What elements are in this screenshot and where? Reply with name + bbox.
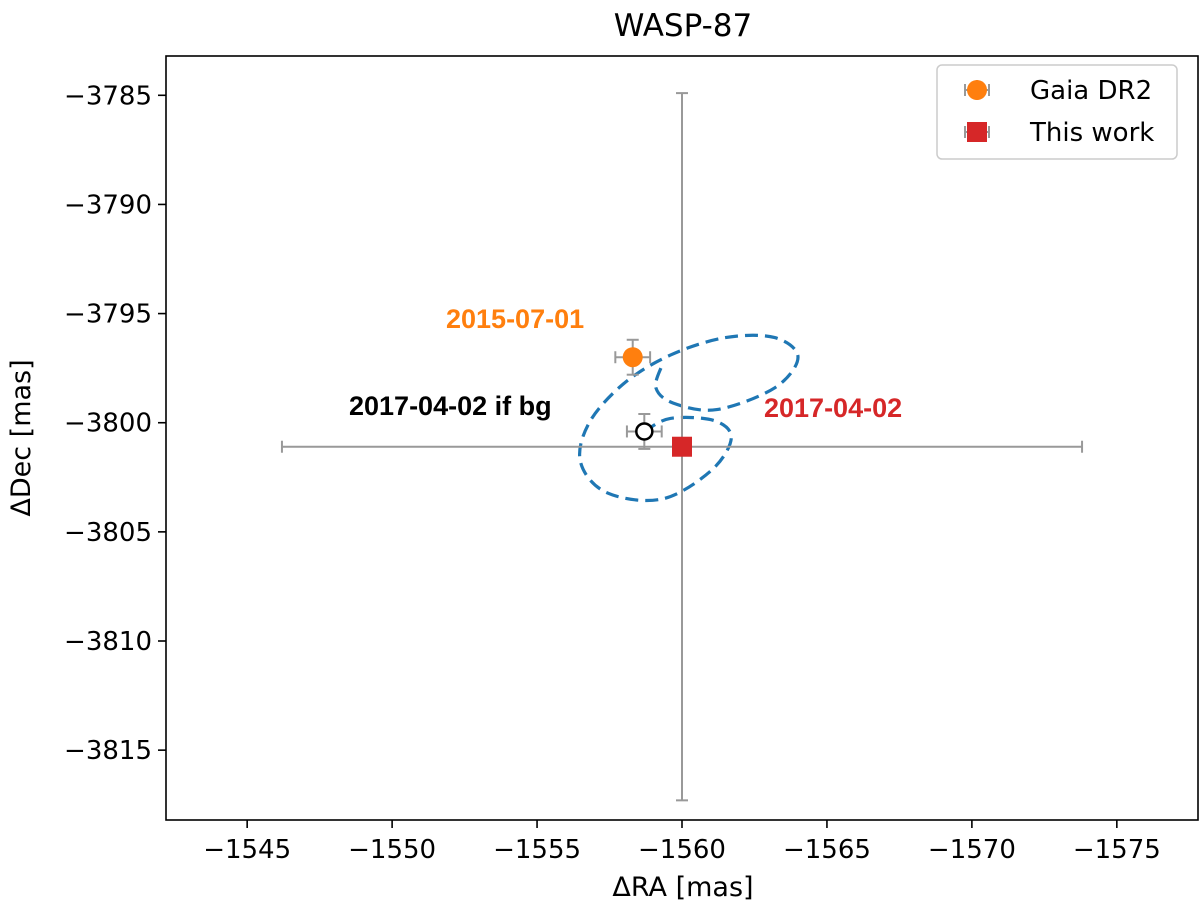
legend-this-work-marker (967, 122, 987, 142)
legend-item-this-work: This work (964, 118, 1154, 148)
x-tick-label: −1565 (783, 835, 871, 865)
y-tick-label: −3815 (64, 736, 152, 766)
y-axis-ticks: −3785 −3790 −3795 −3800 −3805 −3810 −3815 (64, 81, 166, 766)
y-tick-label: −3810 (64, 627, 152, 657)
chart-title: WASP-87 (614, 8, 753, 44)
background-track-layer (578, 333, 800, 503)
annotation-gaia-date: 2015-07-01 (446, 304, 584, 334)
y-tick-label: −3800 (64, 409, 152, 439)
x-tick-label: −1550 (348, 835, 436, 865)
legend-this-work-label: This work (1029, 118, 1154, 148)
x-tick-label: −1570 (928, 835, 1016, 865)
annotation-bg-date: 2017-04-02 if bg (349, 391, 552, 421)
x-tick-label: −1575 (1073, 835, 1161, 865)
y-tick-label: −3790 (64, 190, 152, 220)
y-axis-title: ΔDec [mas] (6, 359, 37, 516)
legend-item-gaia: Gaia DR2 (964, 76, 1152, 106)
annotation-this-work-date: 2017-04-02 (764, 393, 902, 423)
y-tick-label: −3805 (64, 518, 152, 548)
y-tick-label: −3785 (64, 81, 152, 111)
legend-frame (936, 64, 1178, 160)
x-axis-title: ΔRA [mas] (612, 872, 753, 903)
legend-gaia-marker (967, 80, 987, 100)
this-work-point (672, 436, 692, 457)
legend: Gaia DR2 This work (936, 64, 1178, 160)
y-tick-label: −3795 (64, 300, 152, 330)
gaia-point (622, 347, 643, 368)
x-tick-label: −1560 (638, 835, 726, 865)
x-axis-ticks: −1545 −1550 −1555 −1560 −1565 −1570 −1575 (203, 820, 1161, 865)
markers-layer (622, 347, 692, 457)
background-point (635, 422, 654, 441)
background-track-path (578, 333, 800, 503)
x-tick-label: −1545 (203, 835, 291, 865)
legend-gaia-label: Gaia DR2 (1030, 76, 1152, 106)
x-tick-label: −1555 (493, 835, 581, 865)
